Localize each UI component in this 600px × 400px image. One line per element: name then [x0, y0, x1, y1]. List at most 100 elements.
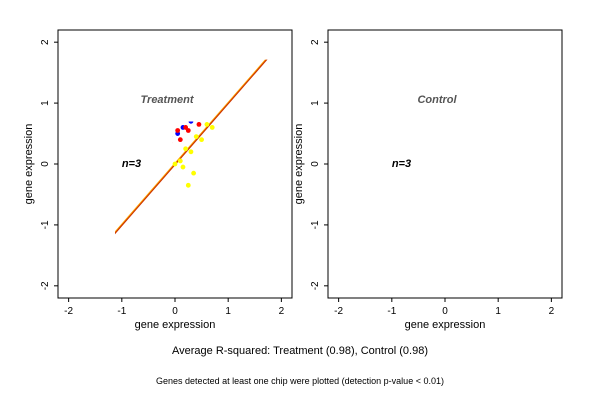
data-point	[429, 149, 434, 154]
data-point	[149, 195, 154, 200]
y-axis-label: gene expression	[293, 124, 305, 205]
y-axis-label: gene expression	[23, 124, 35, 205]
data-point	[413, 162, 418, 167]
data-point	[146, 165, 151, 170]
data-point	[138, 177, 143, 182]
data-point	[490, 107, 495, 112]
data-point	[448, 116, 453, 121]
data-point	[157, 146, 162, 151]
data-point	[475, 122, 480, 127]
data-point	[469, 131, 474, 136]
data-point	[459, 146, 464, 151]
y-tick-label: -1	[40, 220, 51, 229]
data-point	[405, 207, 410, 212]
data-point	[376, 226, 381, 231]
y-tick-label: -1	[310, 220, 321, 229]
data-point	[159, 137, 164, 142]
data-point	[191, 171, 196, 176]
data-point	[384, 229, 389, 234]
data-point	[141, 192, 146, 197]
sample-size-label: n=3	[392, 158, 411, 170]
data-point	[205, 122, 210, 127]
data-point	[400, 186, 405, 191]
control-panel: -2 -1 0 1 2 -2 -1 0 1 2 gene expression gene expres…	[293, 29, 563, 331]
data-point	[392, 213, 397, 218]
data-point	[143, 186, 148, 191]
x-tick-label: -2	[64, 306, 73, 317]
data-point	[413, 168, 418, 173]
data-point	[477, 104, 482, 109]
data-point	[173, 162, 178, 167]
panel-title: Control	[417, 94, 457, 106]
data-point	[135, 186, 140, 191]
data-point	[480, 119, 485, 124]
x-tick-label: -1	[387, 306, 396, 317]
data-point	[395, 204, 400, 209]
data-point	[210, 110, 215, 115]
data-point	[199, 137, 204, 142]
data-point	[191, 116, 196, 121]
treatment-panel: -2 -1 0 1 2 -2 -1 0 1 2 gene expression gene expres…	[23, 29, 293, 331]
data-point	[411, 192, 416, 197]
x-tick-label: -1	[117, 306, 126, 317]
data-point	[467, 107, 472, 112]
data-point	[167, 140, 172, 145]
x-tick-label: 1	[495, 306, 501, 317]
data-point	[178, 159, 183, 164]
data-point	[480, 98, 485, 103]
reference-line	[328, 30, 562, 298]
figure-footnote: Genes detected at least one chip were pl…	[156, 376, 444, 386]
data-point	[424, 140, 429, 145]
data-point	[154, 159, 159, 164]
data-point	[501, 95, 506, 100]
data-point	[419, 156, 424, 161]
data-point	[506, 92, 511, 97]
data-point	[154, 149, 159, 154]
data-point	[149, 156, 154, 161]
data-point	[451, 113, 456, 118]
data-point	[125, 204, 130, 209]
data-point	[167, 174, 172, 179]
figure-caption: Average R-squared: Treatment (0.98), Con…	[172, 345, 428, 357]
data-point	[400, 204, 405, 209]
x-tick-label: 2	[279, 306, 285, 317]
data-point	[416, 195, 421, 200]
sample-size-label: n=3	[122, 158, 141, 170]
y-tick-label: 1	[310, 100, 321, 106]
data-point	[387, 229, 392, 234]
data-point	[143, 168, 148, 173]
data-point	[114, 219, 119, 224]
data-point	[437, 128, 442, 133]
data-point	[210, 125, 215, 130]
data-point	[133, 195, 138, 200]
data-point	[146, 198, 151, 203]
data-point	[186, 128, 191, 133]
data-point	[178, 137, 183, 142]
data-point	[451, 183, 456, 188]
data-point	[197, 122, 202, 127]
data-point	[421, 146, 426, 151]
data-point	[453, 122, 458, 127]
data-point	[183, 146, 188, 151]
data-point	[427, 140, 432, 145]
y-tick-label: -2	[40, 281, 51, 290]
data-point	[141, 180, 146, 185]
x-tick-label: -2	[334, 306, 343, 317]
data-point	[427, 183, 432, 188]
panel-title: Treatment	[141, 94, 195, 106]
data-point	[456, 116, 461, 121]
data-point	[496, 101, 501, 106]
data-point	[411, 180, 416, 185]
y-tick-label: 0	[40, 161, 51, 167]
x-axis-label: gene expression	[135, 319, 216, 331]
data-point	[435, 134, 440, 139]
data-point	[205, 107, 210, 112]
reference-line	[329, 30, 563, 298]
data-point	[151, 180, 156, 185]
data-point	[181, 165, 186, 170]
data-point	[127, 198, 132, 203]
data-point	[421, 159, 426, 164]
data-point	[395, 219, 400, 224]
data-point	[189, 149, 194, 154]
